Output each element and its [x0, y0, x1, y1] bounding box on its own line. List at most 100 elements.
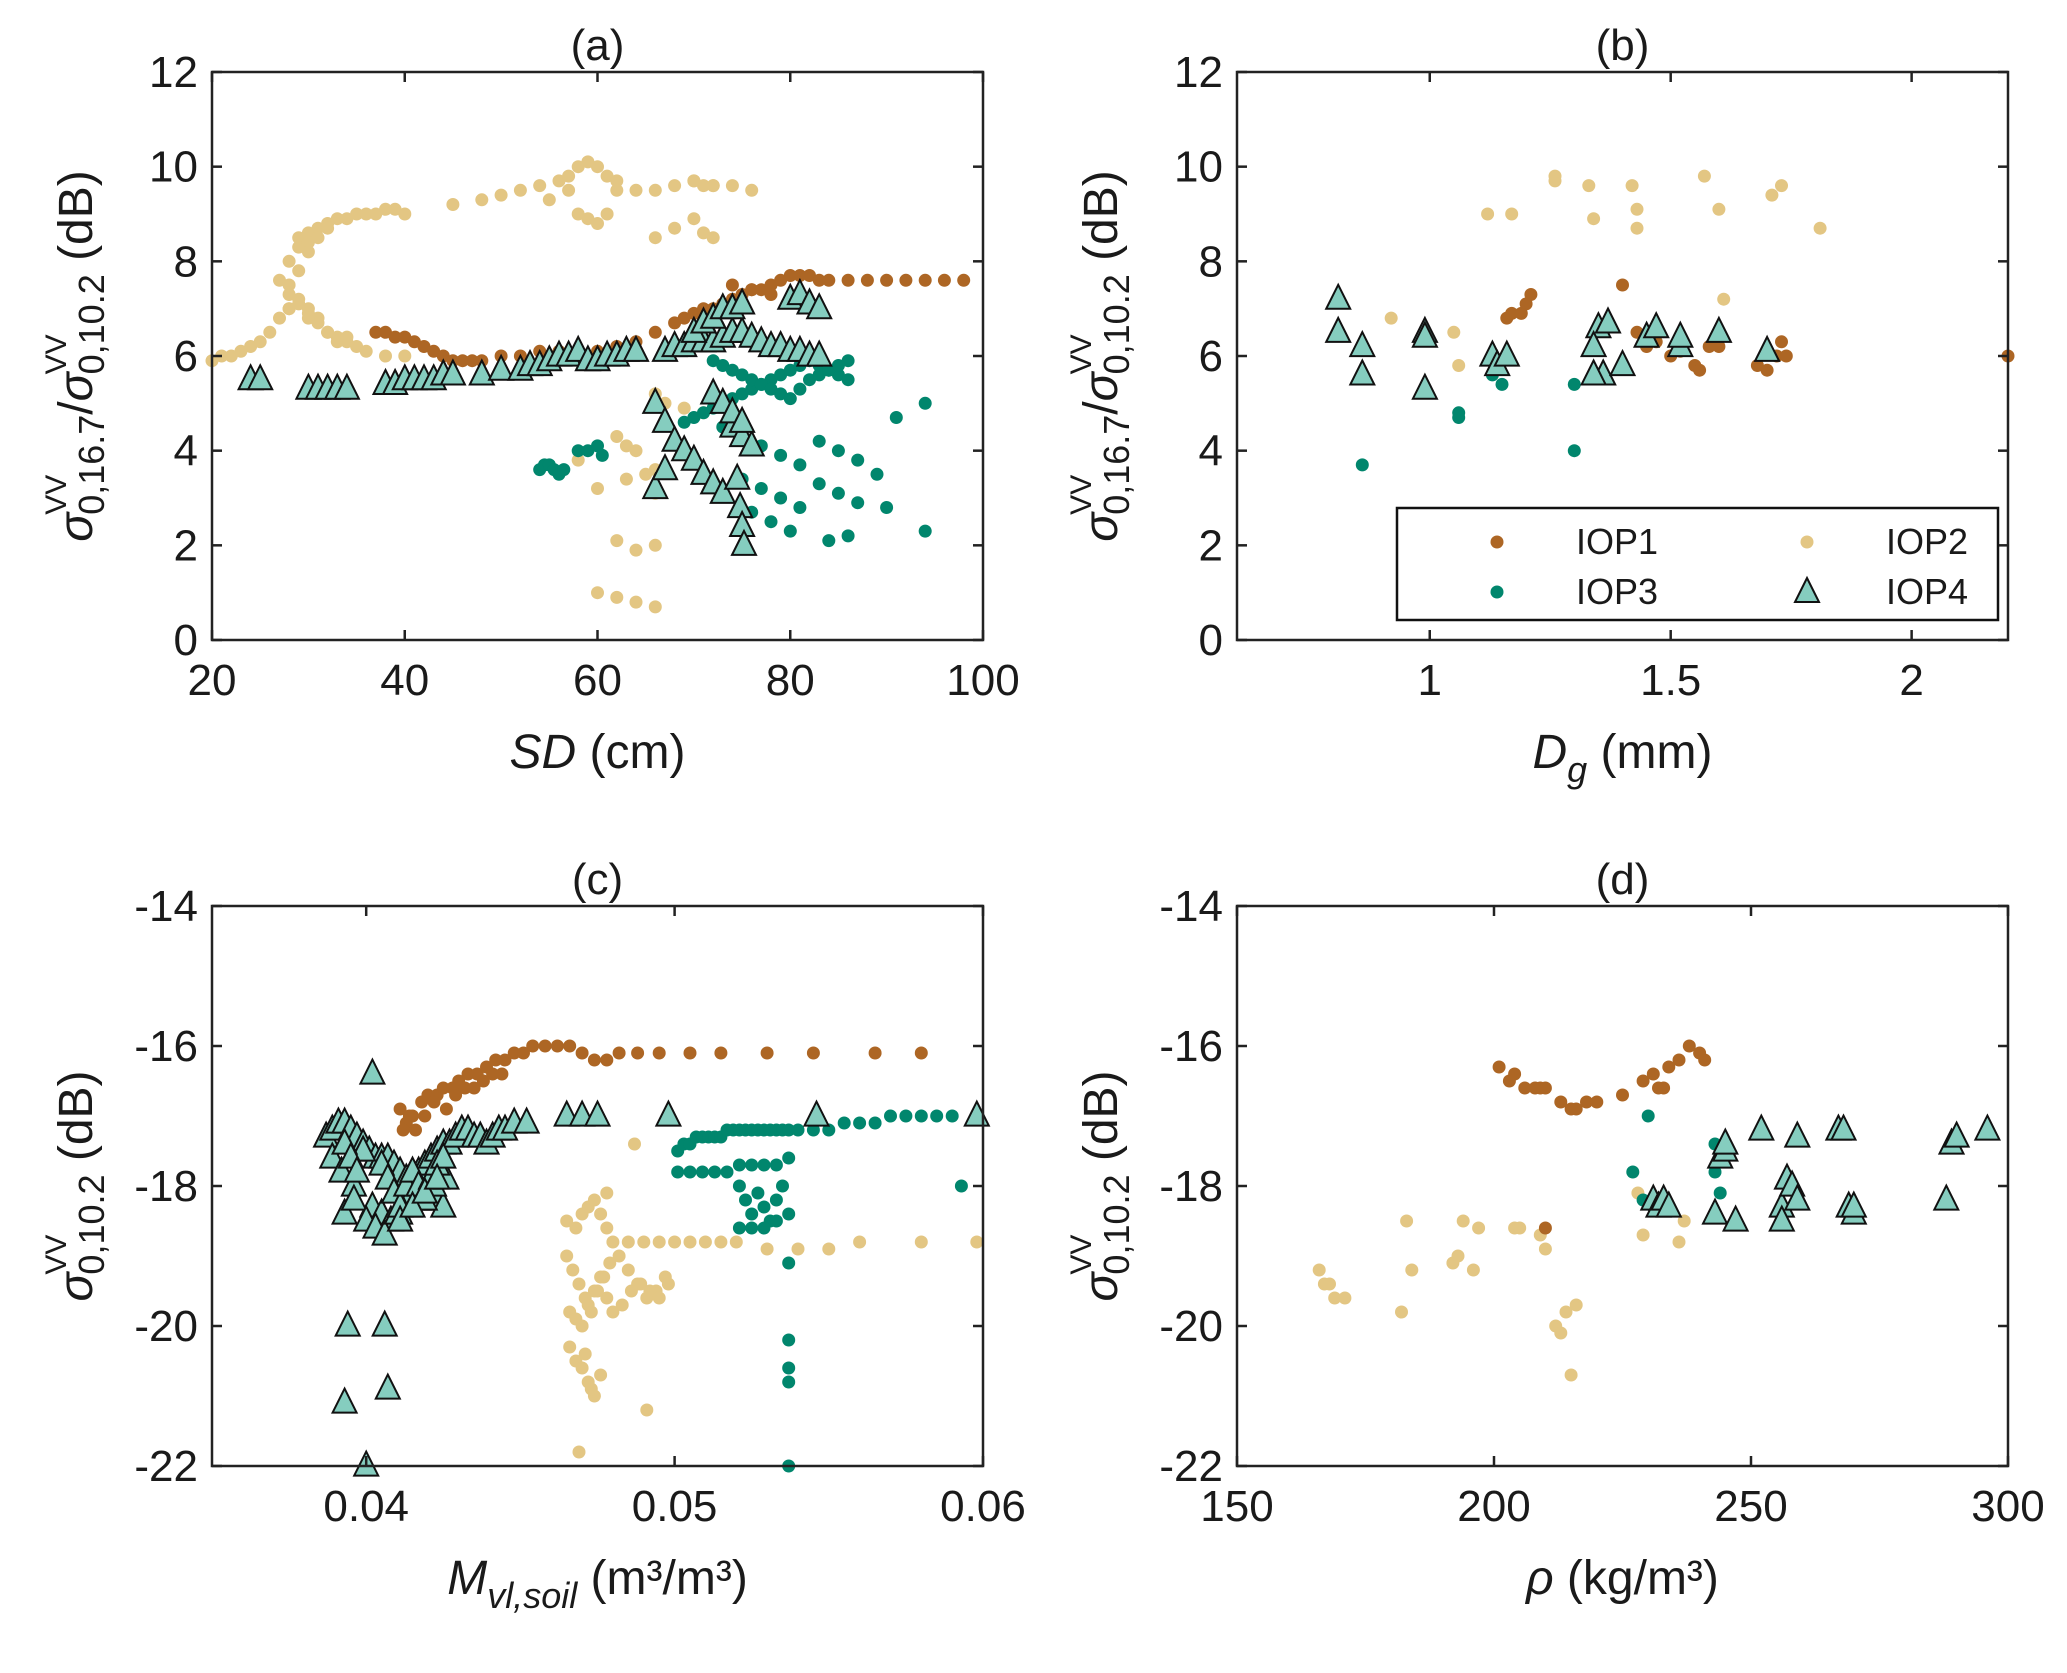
point-iop1: [714, 1046, 728, 1060]
x-tick-label: 40: [380, 656, 429, 705]
point-iop1: [683, 1046, 697, 1060]
point-iop4: [330, 1386, 359, 1414]
point-iop4: [318, 1141, 346, 1169]
point-iop2: [706, 179, 720, 193]
legend-marker-iop4: [1793, 575, 1821, 603]
point-iop4: [805, 339, 833, 367]
point-iop3: [764, 382, 778, 396]
point-iop2: [321, 325, 335, 339]
point-iop2: [683, 1235, 697, 1249]
point-iop2: [244, 340, 258, 353]
point-iop1: [458, 1081, 472, 1095]
point-iop4: [333, 372, 361, 400]
point-iop1: [760, 1046, 774, 1060]
point-iop2: [1395, 1305, 1408, 1319]
point-iop2: [1765, 188, 1779, 202]
point-iop4: [1711, 1127, 1739, 1155]
panel-title: (a): [571, 21, 625, 70]
point-iop2: [575, 1361, 589, 1375]
point-iop1: [409, 1123, 422, 1137]
point-iop1: [369, 325, 383, 339]
point-iop3: [851, 453, 865, 467]
point-iop2: [581, 1298, 595, 1312]
point-iop3: [757, 1221, 771, 1235]
point-iop2: [629, 444, 643, 458]
point-iop1: [1775, 335, 1788, 349]
point-iop1: [526, 1039, 540, 1053]
x-tick-label: 2: [1899, 656, 1923, 705]
point-iop3: [954, 1179, 968, 1193]
y-tick-label: 6: [174, 332, 198, 381]
y-axis-subscript: 0,10.2: [1096, 274, 1137, 374]
point-iop2: [745, 183, 759, 197]
point-iop3: [831, 444, 845, 458]
point-iop4: [963, 1099, 991, 1127]
point-iop1: [1693, 363, 1707, 377]
point-iop3: [732, 1179, 746, 1193]
point-iop4: [1348, 329, 1376, 358]
point-iop4: [1705, 315, 1733, 343]
point-iop2: [615, 1298, 629, 1312]
point-iop2: [359, 344, 373, 358]
point-iop2: [321, 221, 335, 235]
point-iop1: [456, 354, 470, 368]
point-iop4: [1594, 306, 1622, 334]
point-iop4: [1348, 358, 1376, 386]
point-iop2: [612, 1249, 626, 1263]
point-iop1: [439, 1102, 453, 1116]
point-iop1: [880, 273, 894, 287]
point-iop2: [292, 264, 306, 278]
point-iop2: [1625, 179, 1639, 193]
point-iop2: [273, 311, 286, 325]
point-iop2: [668, 221, 682, 235]
point-iop2: [1775, 179, 1788, 193]
point-iop2: [594, 1368, 608, 1382]
point-iop2: [637, 1235, 651, 1249]
point-iop1: [465, 354, 479, 368]
y-tick-label: -22: [134, 1442, 198, 1491]
point-iop4: [1753, 334, 1781, 362]
point-iop2: [603, 1256, 617, 1270]
point-iop1: [1682, 1039, 1696, 1053]
point-iop3: [812, 477, 826, 491]
point-iop3: [812, 434, 826, 448]
point-iop4: [730, 528, 758, 556]
legend-label-iop3: IOP3: [1576, 571, 1658, 612]
point-iop4: [1747, 1113, 1775, 1141]
point-iop1: [1712, 340, 1726, 353]
point-iop4: [709, 476, 737, 504]
point-iop3: [571, 444, 585, 458]
y-axis-pol-superscript: VV: [40, 1235, 73, 1275]
x-tick-label: 1.5: [1640, 656, 1701, 705]
point-iop3: [716, 359, 730, 372]
point-iop1: [1508, 1067, 1522, 1081]
point-iop1: [725, 278, 739, 292]
point-iop2: [533, 179, 547, 193]
point-iop2: [446, 198, 460, 211]
y-axis-unit: (dB): [1075, 1070, 1128, 1174]
point-iop3: [774, 368, 788, 382]
point-iop3: [687, 411, 701, 424]
point-iop1: [498, 1053, 512, 1067]
y-axis-pol-superscript: VV: [40, 334, 73, 374]
point-iop4: [641, 386, 669, 414]
point-iop2: [1712, 202, 1726, 216]
point-iop2: [398, 207, 412, 221]
point-iop1: [774, 273, 788, 287]
point-iop2: [606, 1305, 620, 1319]
y-axis-pol-superscript: VV: [40, 475, 73, 515]
point-iop3: [774, 491, 788, 505]
point-iop2: [282, 278, 296, 292]
point-iop2: [634, 1277, 648, 1291]
point-iop2: [1312, 1263, 1326, 1277]
x-axis-subscript: g: [1567, 749, 1587, 790]
point-iop1: [1636, 1074, 1650, 1088]
panel-title: (c): [572, 855, 623, 904]
point-iop1: [1492, 1060, 1506, 1074]
point-iop1: [918, 273, 932, 287]
point-iop4: [1324, 315, 1352, 343]
point-iop1: [957, 273, 971, 287]
axes-frame: [210, 904, 985, 1468]
point-iop2: [587, 1193, 601, 1207]
point-iop1: [1672, 1053, 1686, 1067]
